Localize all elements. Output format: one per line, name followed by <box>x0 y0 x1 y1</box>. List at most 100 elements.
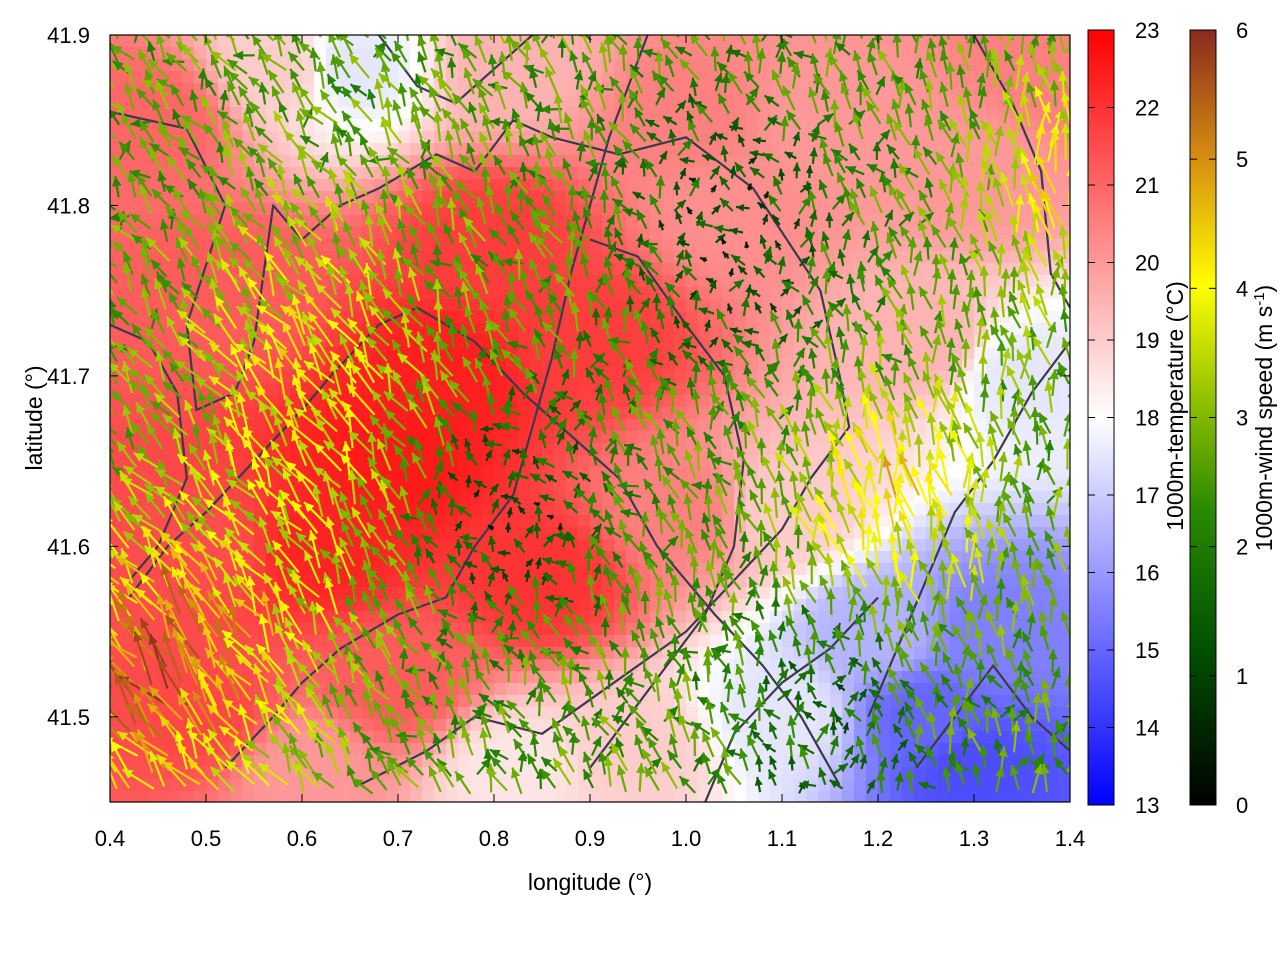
temperature-cell <box>662 239 675 252</box>
temperature-cell <box>506 143 519 156</box>
temperature-cell <box>854 767 867 780</box>
temperature-cell <box>890 371 903 384</box>
temperature-cell <box>806 35 819 48</box>
temperature-cell <box>674 359 687 372</box>
temperature-cell <box>374 95 387 108</box>
temperature-cell <box>1058 647 1070 660</box>
temperature-cell <box>122 47 135 60</box>
temperature-cell <box>494 587 507 600</box>
temperature-cell <box>542 707 555 720</box>
temperature-cell <box>566 143 579 156</box>
temperature-cell <box>686 47 699 60</box>
temperature-cell <box>722 467 735 480</box>
temperature-cell <box>566 515 579 528</box>
temperature-cell <box>662 455 675 468</box>
temperature-cell <box>518 71 531 84</box>
temperature-cell <box>722 515 735 528</box>
temperature-cell <box>554 251 567 264</box>
temperature-cell <box>1058 635 1070 648</box>
temperature-cell <box>674 119 687 132</box>
temperature-cell <box>662 251 675 264</box>
temperature-cell <box>158 335 171 348</box>
temperature-cell <box>662 167 675 180</box>
temperature-cell <box>518 311 531 324</box>
temperature-cell <box>362 227 375 240</box>
temperature-cell <box>554 203 567 216</box>
temperature-cell <box>794 83 807 96</box>
temperature-cell <box>626 47 639 60</box>
temperature-cell <box>818 35 831 48</box>
temperature-cell <box>758 83 771 96</box>
temperature-cell <box>446 419 459 432</box>
temperature-cell <box>290 167 303 180</box>
temperature-cell <box>686 767 699 780</box>
temperature-cell <box>758 323 771 336</box>
temperature-cell <box>422 191 435 204</box>
temperature-cell <box>386 683 399 696</box>
temperature-cell <box>182 35 195 48</box>
temperature-cell <box>494 107 507 120</box>
temperature-cell <box>470 515 483 528</box>
temperature-cell <box>794 239 807 252</box>
temperature-cell <box>1058 587 1070 600</box>
temperature-cell <box>842 59 855 72</box>
temperature-cell <box>314 203 327 216</box>
temperature-cell <box>278 155 291 168</box>
temperature-cell <box>818 359 831 372</box>
temperature-cell <box>1034 647 1047 660</box>
temperature-cell <box>914 515 927 528</box>
temperature-cell <box>350 683 363 696</box>
temperature-cell <box>398 71 411 84</box>
temperature-cell <box>782 299 795 312</box>
temperature-cell <box>134 203 147 216</box>
temperature-cell <box>830 107 843 120</box>
temperature-cell <box>422 95 435 108</box>
temperature-cell <box>590 659 603 672</box>
temperature-cell <box>386 59 399 72</box>
temperature-cell <box>386 227 399 240</box>
temperature-cell <box>782 155 795 168</box>
temperature-cell <box>578 167 591 180</box>
temperature-cell <box>938 743 951 756</box>
temperature-cell <box>134 95 147 108</box>
temperature-cell <box>542 503 555 516</box>
temperature-cell <box>794 767 807 780</box>
temperature-cell <box>494 431 507 444</box>
temperature-cell <box>566 83 579 96</box>
temperature-cell <box>242 683 255 696</box>
temperature-cell <box>914 275 927 288</box>
temperature-cell <box>1022 467 1035 480</box>
temperature-cell <box>950 611 963 624</box>
temperature-cell <box>698 419 711 432</box>
temperature-cell <box>1022 767 1035 780</box>
temperature-cell <box>410 479 423 492</box>
temperature-cell <box>254 167 267 180</box>
temperature-cell <box>1034 59 1047 72</box>
temperature-cell <box>230 167 243 180</box>
temperature-cell <box>518 419 531 432</box>
temperature-cell <box>674 443 687 456</box>
temperature-cell <box>590 203 603 216</box>
temperature-cell <box>794 731 807 744</box>
temperature-cell <box>458 431 471 444</box>
temperature-cell <box>1058 383 1070 396</box>
temperature-cell <box>350 155 363 168</box>
temperature-cell <box>626 551 639 564</box>
temperature-cell <box>818 623 831 636</box>
temperature-cell <box>626 155 639 168</box>
temperature-cell <box>170 167 183 180</box>
temperature-cell <box>698 71 711 84</box>
temperature-cell <box>602 107 615 120</box>
temperature-cell <box>638 347 651 360</box>
temperature-cell <box>494 671 507 684</box>
temperature-cell <box>674 503 687 516</box>
temperature-cell <box>218 455 231 468</box>
temperature-cell <box>602 695 615 708</box>
temperature-cell <box>194 143 207 156</box>
temperature-cell <box>626 179 639 192</box>
temperature-cell <box>374 131 387 144</box>
temperature-cell <box>938 491 951 504</box>
temperature-cell <box>854 35 867 48</box>
temperature-cell <box>134 107 147 120</box>
temperature-cell <box>446 647 459 660</box>
